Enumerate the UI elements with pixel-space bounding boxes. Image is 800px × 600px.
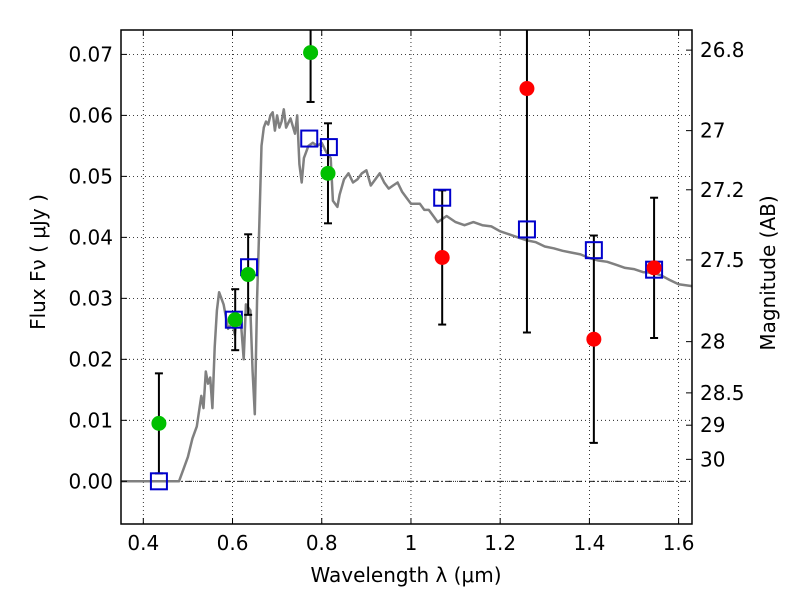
magnitude-tick-label: 27.5 bbox=[700, 248, 745, 272]
error-bars bbox=[154, 30, 659, 475]
grid bbox=[121, 30, 692, 524]
x-axis-label: Wavelength λ (μm) bbox=[310, 563, 501, 587]
y-tick-labels: 0.00 0.01 0.02 0.03 0.04 0.05 0.06 0.07 bbox=[68, 42, 113, 493]
model-square-marker bbox=[300, 129, 319, 148]
y-tick-label: 0.01 bbox=[68, 408, 113, 432]
magnitude-tick-label: 26.8 bbox=[700, 38, 745, 62]
data-markers bbox=[149, 45, 664, 491]
spectrum-line bbox=[121, 108, 693, 483]
axis-ticks bbox=[121, 30, 692, 524]
model-square-marker bbox=[149, 472, 168, 491]
magnitude-tick-label: 30 bbox=[700, 447, 725, 471]
red-data-point bbox=[434, 249, 450, 265]
y-tick-label: 0.05 bbox=[68, 164, 113, 188]
right-axis-label: Magnitude (AB) bbox=[756, 195, 780, 350]
y-tick-label: 0.07 bbox=[68, 42, 113, 66]
y-tick-label: 0.02 bbox=[68, 347, 113, 371]
green-data-point bbox=[303, 45, 319, 61]
magnitude-tick-label: 27.2 bbox=[700, 178, 745, 202]
y-tick-label: 0.04 bbox=[68, 225, 113, 249]
green-data-point bbox=[151, 415, 167, 431]
green-data-point bbox=[227, 312, 243, 328]
plot-frame bbox=[120, 29, 693, 525]
y-tick-label: 0.06 bbox=[68, 103, 113, 127]
magnitude-tick-label: 28 bbox=[700, 330, 725, 354]
magnitude-tick-label: 29 bbox=[700, 413, 725, 437]
x-tick-label: 1.2 bbox=[484, 531, 516, 555]
x-tick-label: 1 bbox=[405, 531, 418, 555]
y-tick-label: 0.03 bbox=[68, 286, 113, 310]
green-data-point bbox=[320, 165, 336, 181]
model-square-marker bbox=[517, 220, 536, 239]
red-data-point bbox=[646, 260, 662, 276]
green-data-point bbox=[240, 267, 256, 283]
model-spectrum bbox=[121, 108, 693, 483]
model-square-marker bbox=[584, 241, 603, 260]
red-data-point bbox=[519, 81, 535, 97]
model-square-marker bbox=[433, 188, 452, 207]
magnitude-tick-label: 28.5 bbox=[700, 381, 745, 405]
x-tick-label: 0.6 bbox=[217, 531, 249, 555]
magnitude-tick-labels: 26.8 27 27.2 27.5 28 28.5 29 30 bbox=[700, 38, 745, 471]
x-tick-label: 1.4 bbox=[573, 531, 605, 555]
x-tick-labels: 0.4 0.6 0.8 1 1.2 1.4 1.6 bbox=[127, 531, 694, 555]
magnitude-tick-label: 27 bbox=[700, 119, 725, 143]
red-data-point bbox=[586, 331, 602, 347]
model-square-marker bbox=[319, 138, 338, 157]
x-tick-label: 0.8 bbox=[306, 531, 338, 555]
x-tick-label: 1.6 bbox=[663, 531, 695, 555]
x-tick-label: 0.4 bbox=[127, 531, 159, 555]
y-tick-label: 0.00 bbox=[68, 469, 113, 493]
y-axis-label: Flux Fν ( μJy ) bbox=[26, 194, 50, 330]
